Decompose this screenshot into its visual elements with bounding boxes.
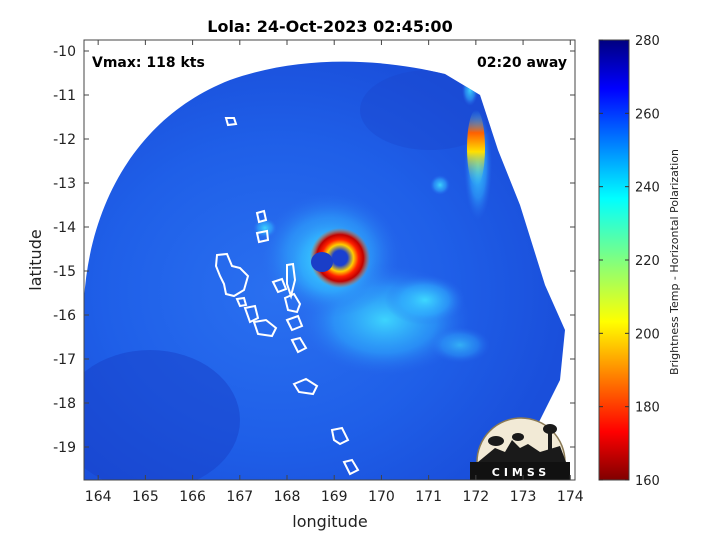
time-offset-annotation: 02:20 away: [477, 55, 567, 71]
x-tick-label: 165: [132, 489, 159, 505]
logo-dish: [512, 433, 524, 441]
vmax-annotation: Vmax: 118 kts: [92, 55, 205, 71]
x-tick-label: 172: [462, 489, 489, 505]
y-tick-label: -15: [53, 264, 76, 280]
y-tick-label: -17: [53, 352, 76, 368]
y-axis-ticks: -10 -11 -12 -13 -14 -15 -16 -17 -18 -19: [53, 44, 575, 456]
dark-region: [84, 350, 240, 480]
x-tick-label: 173: [510, 489, 537, 505]
convective-region: [430, 175, 450, 195]
logo-silhouette: [478, 440, 566, 462]
y-tick-label: -14: [53, 220, 76, 236]
logo-banner: [470, 462, 570, 480]
x-axis-label: longitude: [292, 512, 367, 531]
colorbar-tick-label: 260: [635, 107, 660, 122]
logo-tower: [548, 432, 552, 452]
island-outline: [330, 426, 350, 446]
island-outline: [214, 252, 250, 298]
island-outline: [342, 458, 360, 476]
island-outline: [292, 377, 319, 396]
y-tick-label: -16: [53, 308, 76, 324]
colorbar-tick-label: 200: [635, 327, 660, 342]
island-outline: [283, 292, 302, 314]
island-outline: [235, 296, 248, 308]
x-tick-label: 171: [415, 489, 442, 505]
cimss-logo: CIMSS: [470, 417, 570, 480]
y-tick-label: -12: [53, 132, 76, 148]
x-tick-label: 167: [226, 489, 253, 505]
island-outline: [285, 314, 304, 332]
x-tick-label: 169: [321, 489, 348, 505]
colorbar-tick-label: 280: [635, 34, 660, 49]
convective-region: [385, 275, 465, 325]
island-outline: [255, 209, 268, 224]
island-outline: [271, 277, 288, 294]
colorbar-tick-label: 180: [635, 401, 660, 416]
x-tick-label: 164: [85, 489, 112, 505]
island-outline: [224, 117, 238, 127]
island-outline: [243, 304, 260, 324]
y-axis-label: latitude: [26, 229, 45, 290]
island-coastlines: [180, 75, 360, 476]
plot-frame: [83, 39, 576, 481]
x-axis-ticks: 164 165 166 167 168 169 170 171 172 173 174: [85, 40, 584, 505]
island-outline: [286, 262, 297, 300]
island-outline: [180, 75, 203, 88]
eastern-rainband: [467, 110, 485, 186]
x-tick-label: 174: [557, 489, 584, 505]
y-tick-label: -10: [53, 44, 76, 60]
x-tick-label: 166: [179, 489, 206, 505]
logo-tower-tank: [543, 424, 557, 434]
colorbar-tick-label: 220: [635, 254, 660, 269]
y-tick-label: -19: [53, 440, 76, 456]
x-tick-label: 168: [274, 489, 301, 505]
chart-title: Lola: 24-Oct-2023 02:45:00: [207, 17, 452, 36]
x-tick-label: 170: [368, 489, 395, 505]
logo-dish: [488, 436, 504, 446]
y-tick-label: -13: [53, 176, 76, 192]
colorbar-label: Brightness Temp - Horizontal Polarizatio…: [668, 149, 681, 375]
y-tick-label: -18: [53, 396, 76, 412]
convective-region: [430, 327, 490, 363]
logo-text: CIMSS: [492, 466, 550, 479]
eyewall-core: [310, 228, 370, 288]
colorbar-tick-label: 160: [635, 474, 660, 489]
colorbar: [598, 39, 630, 481]
storm-eye: [311, 252, 333, 272]
island-outline: [252, 318, 278, 338]
island-outline: [290, 336, 308, 354]
colorbar-tick-label: 240: [635, 181, 660, 196]
island-outline: [255, 229, 270, 244]
y-tick-label: -11: [53, 88, 76, 104]
colorbar-ticks: 160 180 200 220 240 260 280: [599, 34, 660, 489]
swath-layer: [84, 61, 565, 480]
